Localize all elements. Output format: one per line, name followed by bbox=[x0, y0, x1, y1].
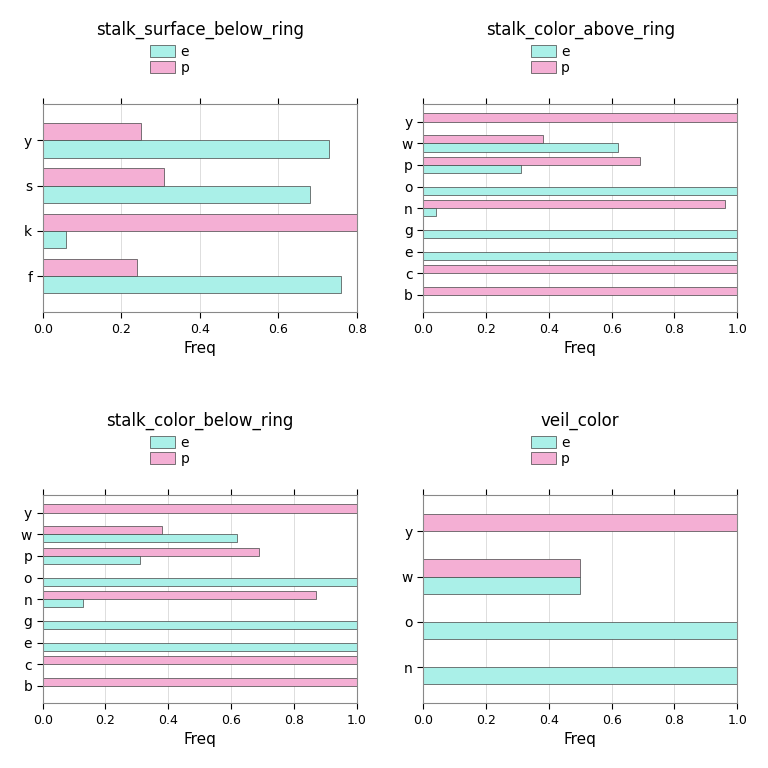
Bar bbox=[423, 200, 725, 208]
Bar bbox=[423, 667, 737, 684]
Legend: e, p: e, p bbox=[150, 435, 190, 465]
Title: stalk_color_below_ring: stalk_color_below_ring bbox=[106, 412, 293, 430]
Bar bbox=[423, 114, 737, 121]
Title: stalk_color_above_ring: stalk_color_above_ring bbox=[485, 21, 675, 39]
Bar bbox=[423, 286, 737, 295]
Bar bbox=[423, 577, 580, 594]
Bar bbox=[423, 622, 737, 639]
Legend: e, p: e, p bbox=[531, 45, 570, 74]
Bar bbox=[423, 230, 737, 238]
Bar bbox=[43, 677, 356, 686]
Bar bbox=[43, 591, 316, 599]
Bar bbox=[423, 252, 737, 260]
Bar bbox=[423, 559, 580, 577]
Bar bbox=[43, 276, 341, 293]
X-axis label: Freq: Freq bbox=[564, 341, 597, 356]
Bar bbox=[43, 231, 66, 248]
Title: stalk_surface_below_ring: stalk_surface_below_ring bbox=[96, 21, 303, 39]
Bar bbox=[43, 621, 356, 629]
Bar bbox=[423, 187, 737, 195]
Bar bbox=[43, 578, 356, 586]
Bar bbox=[43, 186, 310, 203]
Bar bbox=[43, 548, 260, 556]
Legend: e, p: e, p bbox=[150, 45, 190, 74]
Bar bbox=[43, 656, 356, 664]
Legend: e, p: e, p bbox=[531, 435, 570, 465]
Bar bbox=[43, 643, 356, 650]
X-axis label: Freq: Freq bbox=[184, 341, 216, 356]
Bar bbox=[423, 144, 618, 151]
Title: veil_color: veil_color bbox=[541, 412, 620, 430]
Bar bbox=[43, 214, 408, 231]
Bar bbox=[423, 208, 435, 217]
Bar bbox=[43, 526, 162, 535]
Bar bbox=[423, 165, 521, 173]
Bar bbox=[43, 556, 140, 564]
Bar bbox=[43, 535, 237, 542]
Bar bbox=[423, 265, 737, 273]
Bar bbox=[43, 168, 164, 186]
Bar bbox=[423, 515, 737, 531]
Bar bbox=[43, 141, 329, 157]
Bar bbox=[43, 599, 84, 607]
Bar bbox=[43, 124, 141, 141]
Bar bbox=[423, 157, 640, 165]
Bar bbox=[423, 135, 542, 144]
X-axis label: Freq: Freq bbox=[564, 732, 597, 747]
X-axis label: Freq: Freq bbox=[184, 732, 216, 747]
Bar bbox=[43, 505, 356, 512]
Bar bbox=[43, 259, 137, 276]
